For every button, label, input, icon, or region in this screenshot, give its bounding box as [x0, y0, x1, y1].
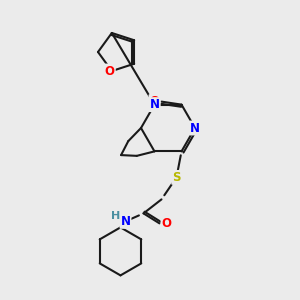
- Text: N: N: [121, 215, 130, 228]
- Text: O: O: [105, 64, 115, 77]
- Text: O: O: [161, 217, 172, 230]
- Text: N: N: [149, 98, 160, 111]
- Text: N: N: [190, 122, 200, 134]
- Text: O: O: [149, 95, 160, 108]
- Text: S: S: [172, 171, 181, 184]
- Text: H: H: [111, 212, 120, 221]
